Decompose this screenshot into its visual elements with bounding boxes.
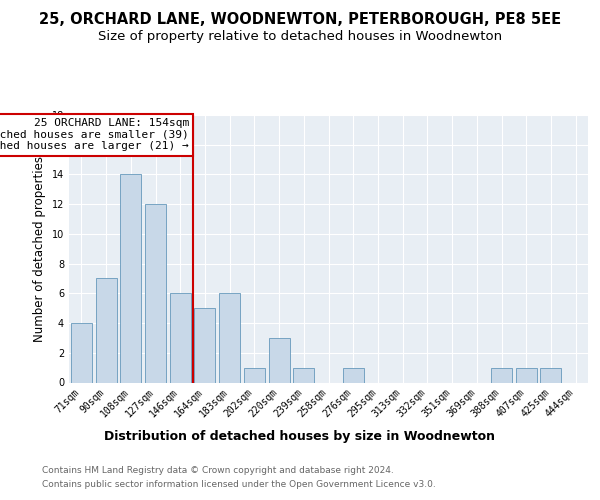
Bar (541, 368, 562, 382)
Text: 25, ORCHARD LANE, WOODNEWTON, PETERBOROUGH, PE8 5EE: 25, ORCHARD LANE, WOODNEWTON, PETERBOROU… (39, 12, 561, 28)
Bar (293, 368, 314, 382)
Bar (145, 204, 166, 382)
Bar (343, 368, 364, 382)
Text: Contains HM Land Registry data © Crown copyright and database right 2024.: Contains HM Land Registry data © Crown c… (42, 466, 394, 475)
Text: Size of property relative to detached houses in Woodnewton: Size of property relative to detached ho… (98, 30, 502, 43)
Text: 25 ORCHARD LANE: 154sqm
← 64% of detached houses are smaller (39)
34% of semi-de: 25 ORCHARD LANE: 154sqm ← 64% of detache… (0, 118, 189, 151)
Text: Contains public sector information licensed under the Open Government Licence v3: Contains public sector information licen… (42, 480, 436, 489)
Bar (71, 323, 92, 382)
Bar (219, 294, 240, 382)
Y-axis label: Number of detached properties: Number of detached properties (33, 156, 46, 342)
Bar (95, 278, 116, 382)
Text: Distribution of detached houses by size in Woodnewton: Distribution of detached houses by size … (104, 430, 496, 443)
Bar (516, 368, 537, 382)
Bar (194, 308, 215, 382)
Bar (491, 368, 512, 382)
Bar (244, 368, 265, 382)
Bar (269, 338, 290, 382)
Bar (120, 174, 141, 382)
Bar (170, 294, 191, 382)
